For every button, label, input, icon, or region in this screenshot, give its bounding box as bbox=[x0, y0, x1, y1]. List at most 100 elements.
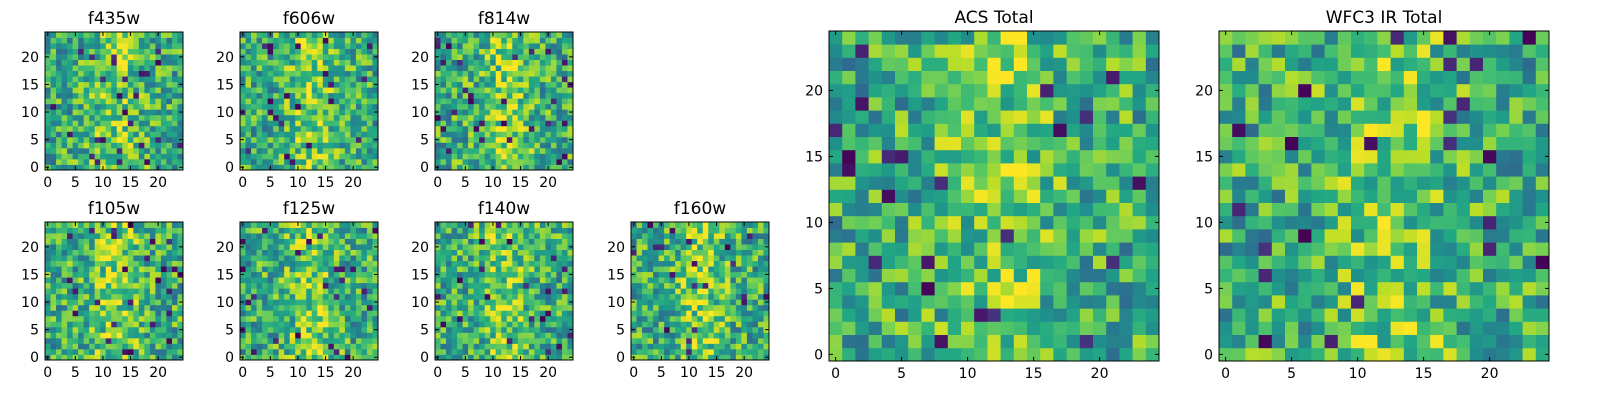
heatmap-cell bbox=[517, 98, 524, 105]
heatmap-cell bbox=[730, 326, 737, 333]
heatmap-cell bbox=[56, 109, 62, 116]
heatmap-cell bbox=[506, 43, 513, 49]
heatmap-cell bbox=[752, 348, 759, 355]
heatmap-cell bbox=[72, 136, 79, 143]
heatmap-cell bbox=[735, 310, 742, 317]
heatmap-cell bbox=[311, 288, 318, 295]
heatmap-cell bbox=[50, 158, 57, 165]
heatmap-cell bbox=[517, 332, 524, 339]
heatmap-cell bbox=[355, 32, 362, 38]
heatmap-cell bbox=[262, 266, 268, 273]
heatmap-cell bbox=[556, 343, 563, 350]
heatmap-cell bbox=[366, 288, 373, 295]
heatmap-cell bbox=[289, 249, 296, 256]
heatmap-cell bbox=[842, 215, 856, 230]
heatmap-cell bbox=[842, 229, 856, 243]
heatmap-cell bbox=[122, 32, 129, 38]
heatmap-cell bbox=[550, 244, 557, 250]
heatmap-cell bbox=[306, 153, 313, 160]
heatmap-cell bbox=[1145, 281, 1160, 296]
heatmap-cell bbox=[366, 125, 373, 132]
heatmap-cell bbox=[61, 48, 68, 55]
heatmap-cell bbox=[457, 354, 463, 361]
heatmap-cell bbox=[468, 255, 475, 262]
heatmap-cell bbox=[56, 260, 62, 267]
heatmap-cell bbox=[72, 304, 79, 311]
heatmap-cell bbox=[155, 136, 162, 143]
heatmap-cell bbox=[855, 242, 869, 256]
heatmap-cell bbox=[490, 310, 497, 317]
heatmap-cell bbox=[479, 332, 486, 339]
heatmap-cell bbox=[278, 147, 285, 154]
heatmap-cell bbox=[708, 277, 715, 284]
heatmap-cell bbox=[344, 332, 351, 339]
heatmap-cell bbox=[245, 109, 252, 116]
heatmap-cell bbox=[116, 103, 123, 110]
heatmap-cell bbox=[1013, 215, 1028, 230]
heatmap-cell bbox=[155, 321, 162, 328]
heatmap-cell bbox=[94, 65, 101, 72]
heatmap-cell bbox=[94, 92, 101, 99]
heatmap-cell bbox=[333, 136, 340, 143]
heatmap-cell bbox=[719, 310, 726, 317]
heatmap-cell bbox=[273, 293, 280, 300]
heatmap-cell bbox=[317, 321, 324, 328]
heatmap-cell bbox=[256, 98, 263, 105]
heatmap-cell bbox=[451, 299, 458, 306]
heatmap-cell bbox=[50, 343, 57, 350]
heatmap-cell bbox=[534, 32, 541, 38]
heatmap-cell bbox=[273, 244, 280, 250]
heatmap-cell bbox=[451, 131, 458, 138]
heatmap-cell bbox=[528, 54, 535, 60]
heatmap-cell bbox=[961, 334, 975, 349]
heatmap-cell bbox=[105, 233, 112, 239]
heatmap-cell bbox=[56, 65, 62, 72]
heatmap-cell bbox=[127, 147, 134, 154]
heatmap-cell bbox=[366, 249, 373, 256]
heatmap-cell bbox=[446, 164, 452, 171]
heatmap-cell bbox=[267, 277, 274, 284]
heatmap-cell bbox=[987, 202, 1001, 217]
heatmap-cell bbox=[171, 59, 178, 66]
heatmap-cell bbox=[138, 266, 145, 273]
heatmap-cell bbox=[1093, 347, 1107, 362]
heatmap-cell bbox=[311, 114, 318, 121]
heatmap-cell bbox=[534, 277, 541, 284]
heatmap-cell bbox=[1119, 163, 1133, 177]
heatmap-cell bbox=[45, 125, 51, 132]
heatmap-cell bbox=[1013, 229, 1028, 243]
heatmap-cell bbox=[506, 271, 513, 278]
heatmap-cell bbox=[523, 326, 530, 333]
heatmap-cell bbox=[306, 233, 313, 239]
heatmap-cell bbox=[251, 103, 257, 110]
heatmap-cell bbox=[317, 114, 324, 121]
heatmap-cell bbox=[306, 87, 313, 94]
heatmap-cell bbox=[724, 310, 731, 317]
heatmap-cell bbox=[724, 293, 731, 300]
heatmap-cell bbox=[56, 147, 62, 154]
heatmap-cell bbox=[50, 310, 57, 317]
heatmap-cell bbox=[686, 271, 693, 278]
heatmap-cell bbox=[127, 293, 134, 300]
heatmap-cell bbox=[702, 304, 709, 311]
heatmap-cell bbox=[83, 337, 90, 344]
heatmap-cell bbox=[100, 227, 107, 234]
heatmap-cell bbox=[72, 81, 79, 88]
heatmap-cell bbox=[295, 249, 302, 256]
heatmap-cell bbox=[752, 315, 759, 322]
heatmap-cell bbox=[523, 343, 530, 350]
y-tick-label: 0 bbox=[30, 350, 39, 366]
heatmap-cell bbox=[462, 255, 469, 262]
heatmap-cell bbox=[111, 76, 118, 83]
heatmap-cell bbox=[473, 98, 480, 105]
heatmap-cell bbox=[245, 266, 252, 273]
heatmap-cell bbox=[829, 281, 843, 296]
heatmap-cell bbox=[155, 304, 162, 311]
heatmap-cell bbox=[289, 255, 296, 262]
heatmap-cell bbox=[451, 227, 458, 234]
heatmap-cell bbox=[512, 98, 519, 105]
heatmap-cell bbox=[947, 268, 962, 283]
y-tick-label: 0 bbox=[420, 160, 429, 176]
heatmap-cell bbox=[83, 81, 90, 88]
heatmap-cell bbox=[435, 233, 441, 239]
